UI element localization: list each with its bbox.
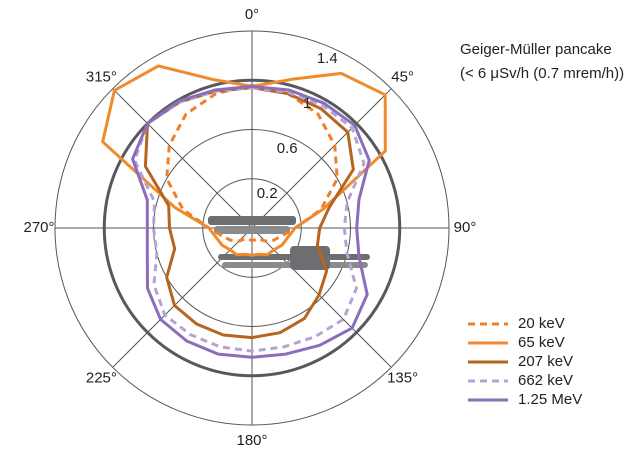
grid <box>54 30 450 426</box>
legend-label: 662 keV <box>518 372 573 389</box>
highlight-ring <box>102 78 402 378</box>
series-line <box>133 86 366 353</box>
theta-tick-label: 270° <box>23 219 54 236</box>
series-line <box>131 84 371 359</box>
r-tick-label: 1.4 <box>317 50 338 67</box>
legend-label: 207 keV <box>518 353 573 370</box>
ring <box>202 178 302 278</box>
legend-label: 65 keV <box>518 334 565 351</box>
theta-tick-label: 135° <box>387 370 418 387</box>
series-line <box>143 86 355 340</box>
r-tick-label: 0.2 <box>257 185 278 202</box>
annotation: Geiger-Müller pancake <box>460 41 612 58</box>
series-line <box>165 83 339 243</box>
theta-tick-label: 90° <box>454 219 477 236</box>
legend-label: 20 keV <box>518 315 565 332</box>
legend-label: 1.25 MeV <box>518 391 582 408</box>
ring <box>54 30 450 426</box>
theta-tick-label: 315° <box>86 68 117 85</box>
r-tick-label: 0.6 <box>277 140 298 157</box>
annotation: (< 6 μSv/h (0.7 mrem/h)) <box>460 65 624 82</box>
theta-tick-label: 45° <box>391 68 414 85</box>
theta-tick-label: 180° <box>236 432 267 449</box>
series-line <box>101 64 387 257</box>
theta-tick-label: 0° <box>245 6 259 23</box>
theta-tick-label: 225° <box>86 370 117 387</box>
ring <box>153 129 351 327</box>
detector-icon <box>208 216 370 270</box>
r-tick-label: 1 <box>303 95 311 112</box>
curves <box>101 64 387 359</box>
